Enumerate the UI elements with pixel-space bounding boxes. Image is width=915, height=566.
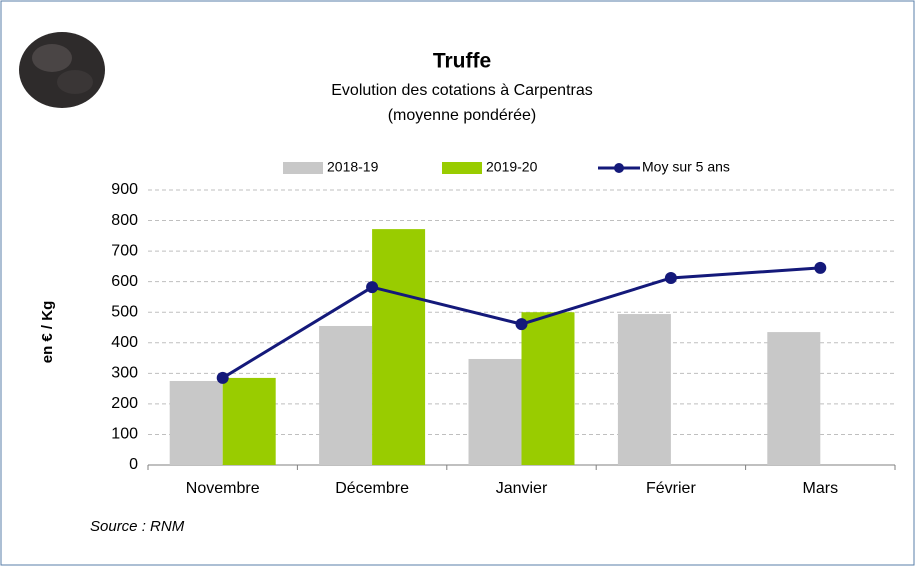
- chart-subtitle: (moyenne pondérée): [388, 107, 537, 124]
- line-marker: [516, 318, 528, 330]
- y-tick-label: 200: [111, 395, 138, 412]
- chart-title: Truffe: [433, 50, 491, 73]
- y-tick-label: 900: [111, 181, 138, 198]
- legend-swatch: [283, 162, 323, 174]
- chart: Truffe Evolution des cotations à Carpent…: [0, 0, 915, 566]
- y-tick-label: 400: [111, 334, 138, 351]
- x-tick-label: Février: [646, 480, 696, 497]
- line-marker: [366, 281, 378, 293]
- bar: [223, 378, 276, 465]
- y-tick-label: 300: [111, 365, 138, 382]
- y-tick-label: 600: [111, 273, 138, 290]
- truffle-image: [19, 32, 105, 108]
- x-tick-label: Janvier: [496, 480, 548, 497]
- line-marker: [814, 262, 826, 274]
- legend-label: 2019-20: [486, 159, 538, 175]
- legend-swatch: [442, 162, 482, 174]
- line-marker: [217, 372, 229, 384]
- x-tick-label: Novembre: [186, 480, 260, 497]
- bar: [372, 229, 425, 465]
- y-tick-label: 100: [111, 426, 138, 443]
- legend-swatch: [614, 163, 624, 173]
- line-marker: [665, 272, 677, 284]
- y-tick-label: 800: [111, 212, 138, 229]
- bar: [469, 359, 522, 465]
- bar: [170, 381, 223, 465]
- page: Truffe Evolution des cotations à Carpent…: [0, 0, 915, 566]
- bar: [618, 314, 671, 465]
- x-tick-label: Décembre: [335, 480, 409, 497]
- legend-label: 2018-19: [327, 159, 379, 175]
- bar: [767, 332, 820, 465]
- y-axis-label: en € / Kg: [39, 301, 56, 364]
- x-tick-label: Mars: [803, 480, 839, 497]
- legend-label: Moy sur 5 ans: [642, 159, 730, 175]
- chart-subtitle: Evolution des cotations à Carpentras: [331, 82, 592, 99]
- source-note: Source : RNM: [90, 518, 185, 535]
- y-tick-label: 700: [111, 242, 138, 259]
- y-tick-label: 0: [129, 456, 138, 473]
- y-tick-label: 500: [111, 303, 138, 320]
- bar: [319, 326, 372, 465]
- bar: [522, 312, 575, 465]
